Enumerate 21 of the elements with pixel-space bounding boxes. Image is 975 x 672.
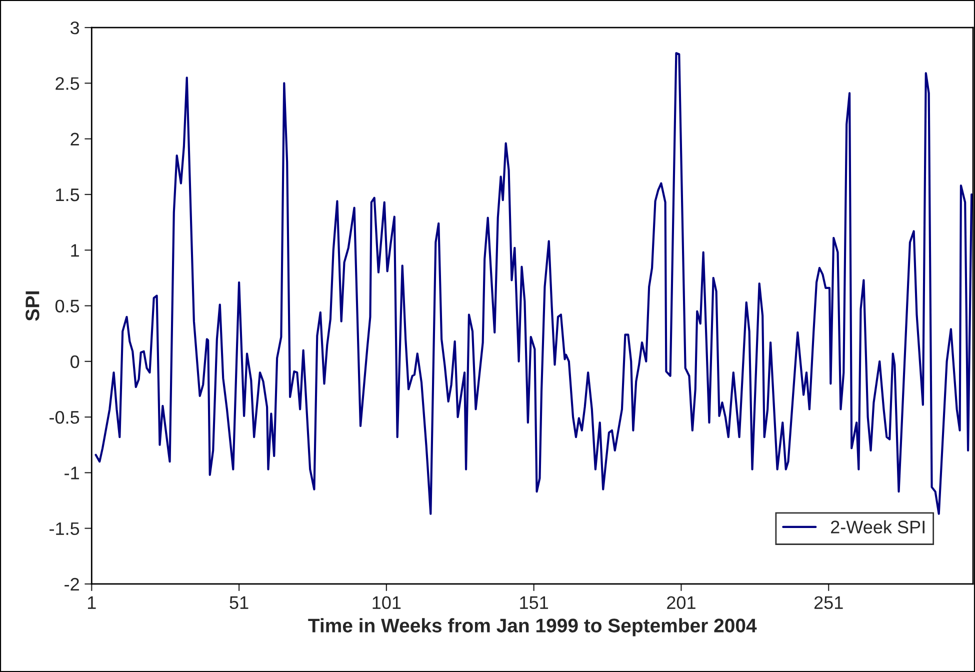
y-tick-label: -1.5: [50, 522, 80, 536]
x-tick-label: 151: [520, 596, 548, 610]
x-tick-label: 1: [88, 596, 96, 609]
line-series: [94, 52, 973, 515]
legend-label: 2-Week SPI: [831, 520, 924, 534]
y-axis-title: SPI: [26, 291, 40, 321]
y-tick-label: -1: [64, 466, 79, 480]
y-tick-label: 2.5: [56, 77, 80, 90]
y-tick-label: 1: [71, 244, 79, 257]
y-tick-label: -0.5: [50, 410, 80, 424]
x-tick-label: 201: [667, 596, 696, 610]
y-tick-label: 2: [70, 132, 79, 146]
y-tick-label: 3: [70, 21, 80, 34]
y-tick-label: 0: [70, 355, 80, 368]
y-tick-label: 0.5: [55, 300, 80, 312]
x-axis-title: Time in Weeks from Jan 1999 to September 2004: [308, 618, 757, 636]
x-tick-label: 101: [372, 596, 401, 610]
y-tick-label: -2: [64, 578, 79, 591]
x-tick-label: 251: [814, 596, 843, 610]
x-tick-label: 51: [230, 596, 248, 610]
y-tick-label: 1.5: [56, 188, 80, 202]
